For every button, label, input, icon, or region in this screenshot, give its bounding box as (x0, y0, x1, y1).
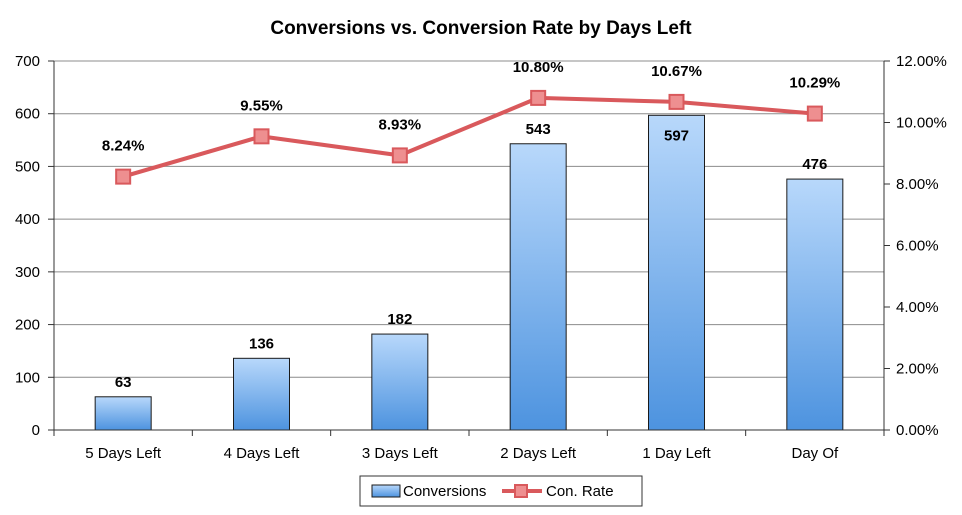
y-right-tick-label: 12.00% (896, 53, 947, 70)
y-left-tick-label: 500 (15, 158, 40, 175)
con-rate-marker (530, 89, 547, 106)
x-tick-label: Day Of (791, 445, 839, 462)
x-tick-label: 1 Day Left (642, 445, 711, 462)
x-tick-label: 4 Days Left (224, 445, 301, 462)
con-rate-value-label: 10.29% (789, 75, 840, 92)
legend: Conversions Con. Rate (359, 475, 643, 507)
x-tick-label: 2 Days Left (500, 445, 577, 462)
y-right-tick-label: 6.00% (896, 238, 939, 255)
legend-swatch-conversions (371, 484, 401, 498)
con-rate-marker (806, 105, 823, 122)
con-rate-value-label: 9.55% (240, 97, 283, 114)
bar (648, 114, 705, 431)
x-tick-label: 3 Days Left (362, 445, 439, 462)
bar (233, 357, 290, 431)
y-left-tick-label: 200 (15, 317, 40, 334)
bar-value-label: 597 (664, 127, 689, 144)
x-tick-label: 5 Days Left (85, 445, 162, 462)
con-rate-marker (391, 147, 408, 164)
chart-title: Conversions vs. Conversion Rate by Days … (270, 18, 692, 39)
legend-swatch-marker (514, 484, 528, 498)
bar (786, 178, 844, 431)
bar (371, 333, 429, 431)
bar-value-label: 63 (115, 374, 132, 391)
con-rate-line (122, 95, 816, 179)
legend-label-conversions: Conversions (403, 483, 486, 500)
y-left-tick-label: 300 (15, 264, 40, 281)
bar (509, 143, 567, 431)
con-rate-marker (115, 168, 132, 185)
con-rate-value-label: 10.80% (513, 59, 564, 76)
con-rate-value-label: 8.93% (379, 116, 422, 133)
con-rate-marker (253, 128, 270, 145)
bar-value-label: 182 (387, 311, 412, 328)
con-rate-value-label: 8.24% (102, 138, 145, 155)
con-rate-marker (668, 93, 685, 110)
legend-label-con-rate: Con. Rate (546, 483, 614, 500)
y-right-tick-label: 4.00% (896, 299, 939, 316)
y-right-tick-label: 8.00% (896, 176, 939, 193)
y-left-tick-label: 100 (15, 369, 40, 386)
bar-value-label: 476 (802, 156, 827, 173)
y-left-tick-label: 700 (15, 53, 40, 70)
bar-value-label: 136 (249, 335, 274, 352)
y-right-tick-label: 10.00% (896, 115, 947, 132)
con-rate-value-label: 10.67% (651, 63, 702, 80)
legend-box (359, 475, 643, 507)
bar (94, 396, 152, 431)
y-right-tick-label: 0.00% (896, 422, 939, 439)
y-right-tick-label: 2.00% (896, 361, 939, 378)
y-left-tick-label: 0 (32, 422, 40, 439)
y-left-tick-label: 600 (15, 106, 40, 123)
y-left-tick-label: 400 (15, 211, 40, 228)
bar-value-label: 543 (526, 121, 551, 138)
